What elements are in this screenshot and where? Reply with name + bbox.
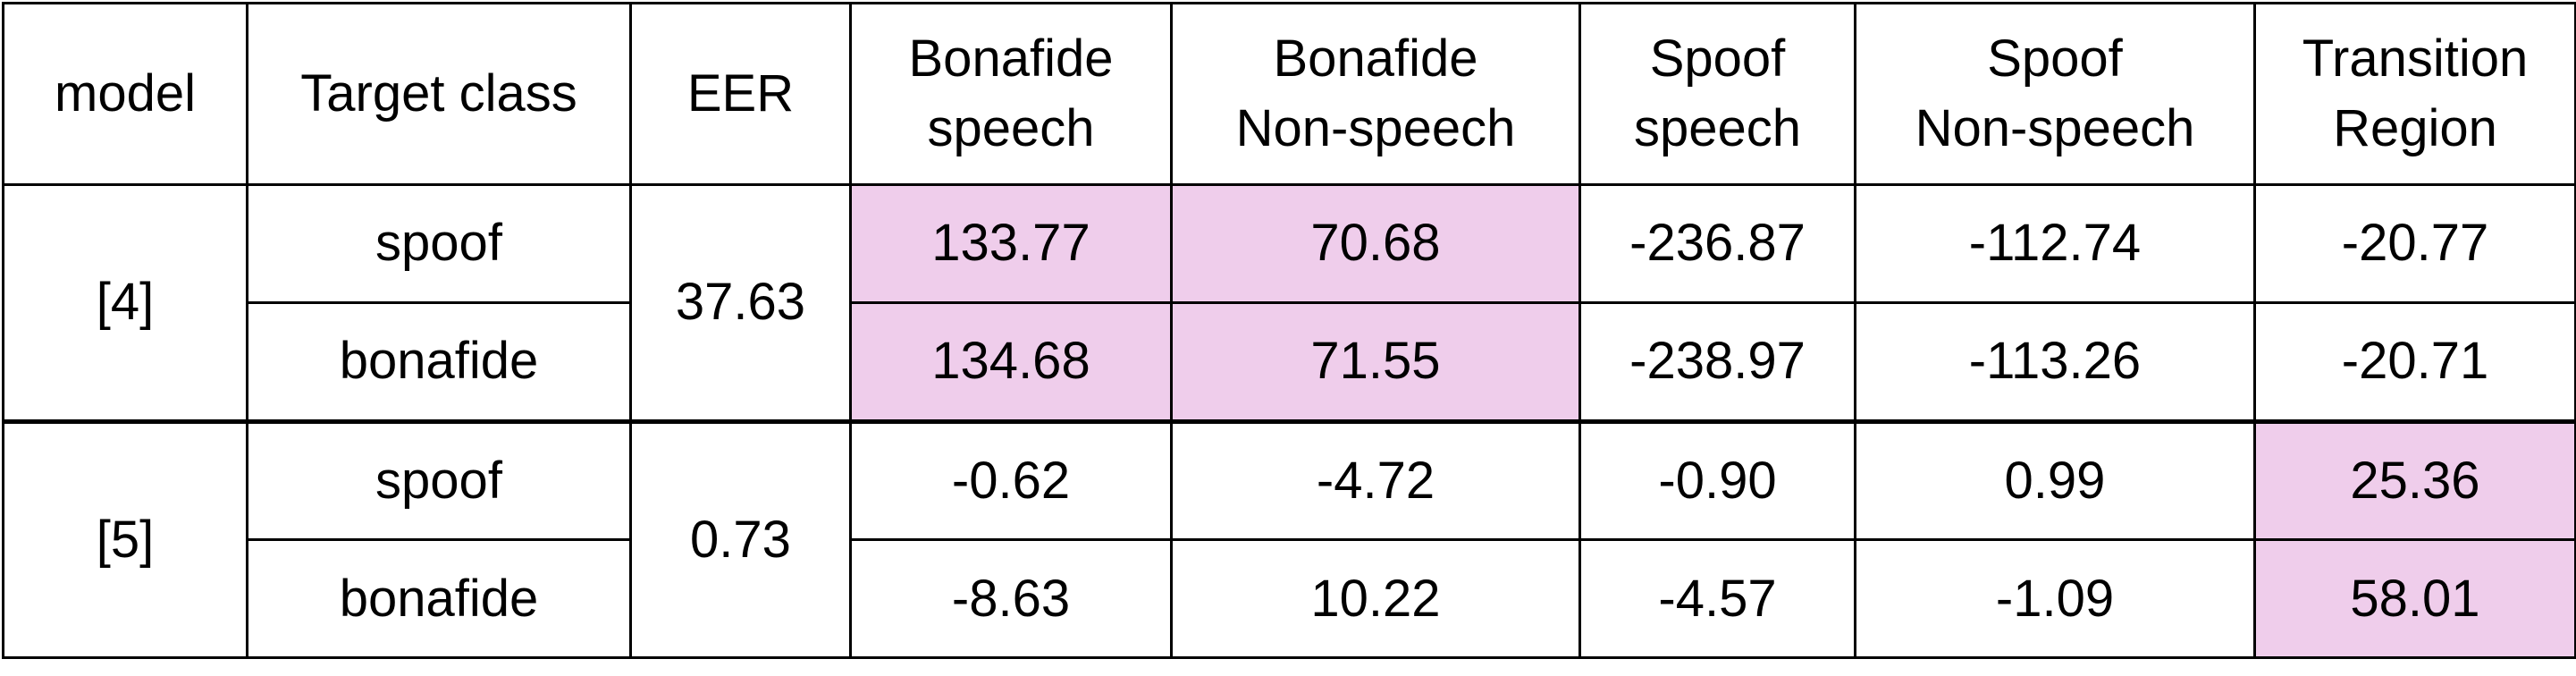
- value-cell-spoof-non-speech: -112.74: [1854, 183, 2256, 304]
- header-cell-bonafide-speech: Bonafide speech: [849, 1, 1173, 187]
- table-row: bonafide -8.63 10.22 -4.57 -1.09 58.01: [4, 538, 2576, 659]
- header-row: model Target class EER Bonafide speech B…: [2, 1, 2576, 187]
- target-class-cell: spoof: [246, 419, 632, 542]
- header-cell-model: model: [2, 1, 248, 187]
- value-cell-spoof-non-speech: 0.99: [1854, 419, 2256, 542]
- header-spoof-speech-line-2: speech: [1633, 99, 1802, 158]
- value-cell-spoof-non-speech: -1.09: [1854, 538, 2256, 659]
- value-cell-bonafide-speech: 134.68: [849, 300, 1173, 424]
- header-cell-transition-region: Transition Region: [2253, 1, 2576, 187]
- header-model-line-1: model: [55, 64, 196, 123]
- header-spoof-speech-line-1: Spoof: [1649, 30, 1786, 89]
- value-cell-spoof-non-speech: -113.26: [1854, 300, 2256, 424]
- header-bonafide-speech-line-1: Bonafide: [908, 30, 1114, 89]
- target-class-cell: bonafide: [246, 538, 632, 659]
- target-class-cell: spoof: [246, 183, 632, 304]
- results-table: model Target class EER Bonafide speech B…: [2, 1, 2576, 660]
- table-row: [4] spoof 37.63 133.77 70.68 -236.87 -11…: [2, 183, 2576, 424]
- header-transition-region-line-2: Region: [2333, 99, 2497, 158]
- header-spoof-non-speech-line-1: Spoof: [1987, 30, 2123, 89]
- eer-cell: 0.73: [629, 419, 852, 660]
- header-cell-eer: EER: [629, 1, 852, 187]
- value-cell-bonafide-speech: -8.63: [849, 538, 1173, 659]
- model-cell: [5]: [2, 419, 248, 660]
- eer-cell: 37.63: [629, 183, 852, 424]
- header-eer-line-1: EER: [686, 64, 795, 123]
- value-cell-spoof-speech: -236.87: [1578, 183, 1856, 304]
- target-class-cell: bonafide: [246, 300, 632, 424]
- value-cell-bonafide-non-speech: 70.68: [1170, 183, 1581, 304]
- value-cell-bonafide-non-speech: 10.22: [1170, 538, 1581, 659]
- model-cell: [4]: [2, 183, 248, 424]
- value-cell-transition-region: 58.01: [2253, 538, 2576, 659]
- header-bonafide-speech-line-2: speech: [927, 99, 1095, 158]
- header-cell-bonafide-non-speech: Bonafide Non-speech: [1170, 1, 1581, 187]
- value-cell-spoof-speech: -4.57: [1578, 538, 1856, 659]
- header-spoof-non-speech-line-2: Non-speech: [1915, 99, 2195, 158]
- value-cell-transition-region: 25.36: [2253, 419, 2576, 542]
- table-row: bonafide 134.68 71.55 -238.97 -113.26 -2…: [4, 300, 2576, 424]
- header-cell-spoof-speech: Spoof speech: [1578, 1, 1856, 187]
- value-cell-bonafide-non-speech: -4.72: [1170, 419, 1581, 542]
- header-bonafide-non-speech-line-1: Bonafide: [1273, 30, 1478, 89]
- header-cell-target-class: Target class: [246, 1, 632, 187]
- value-cell-transition-region: -20.71: [2253, 300, 2576, 424]
- header-cell-spoof-non-speech: Spoof Non-speech: [1854, 1, 2256, 187]
- header-transition-region-line-1: Transition: [2302, 30, 2529, 89]
- value-cell-spoof-speech: -0.90: [1578, 419, 1856, 542]
- header-target-class-line-1: Target class: [300, 64, 577, 123]
- value-cell-spoof-speech: -238.97: [1578, 300, 1856, 424]
- header-bonafide-non-speech-line-2: Non-speech: [1235, 99, 1516, 158]
- value-cell-bonafide-non-speech: 71.55: [1170, 300, 1581, 424]
- value-cell-transition-region: -20.77: [2253, 183, 2576, 304]
- table-row: [5] spoof 0.73 -0.62 -4.72 -0.90 0.99 25…: [2, 419, 2576, 660]
- value-cell-bonafide-speech: 133.77: [849, 183, 1173, 304]
- value-cell-bonafide-speech: -0.62: [849, 419, 1173, 542]
